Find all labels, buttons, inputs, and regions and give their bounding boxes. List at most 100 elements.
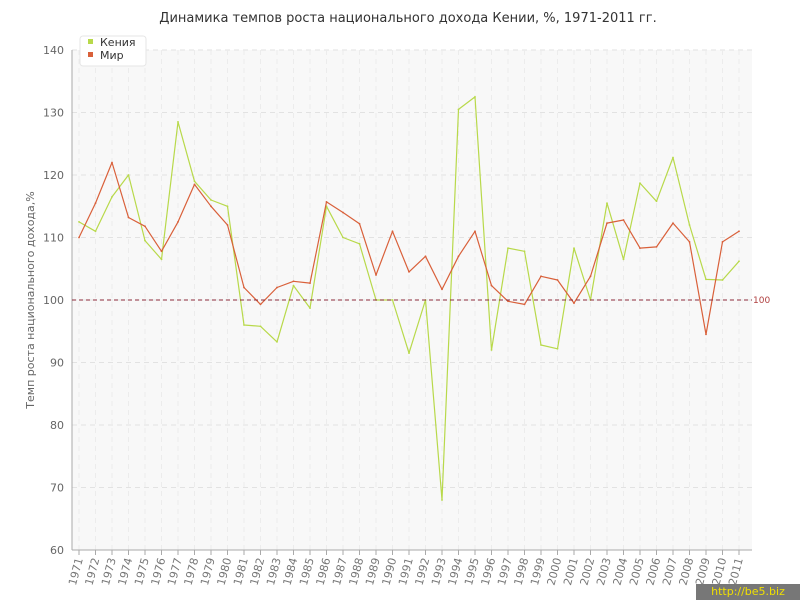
data-point-world-1987 xyxy=(342,211,344,214)
legend-box xyxy=(79,35,147,67)
data-point-world-1974 xyxy=(127,216,130,219)
data-point-world-2003 xyxy=(606,222,608,225)
data-point-kenya-1979 xyxy=(210,199,212,201)
y-ticks: 60 70 80 90 100 110 120 130 140 xyxy=(43,44,64,557)
data-point-world-2000 xyxy=(556,279,559,281)
data-point-world-1997 xyxy=(507,300,509,303)
data-point-kenya-2005 xyxy=(639,182,641,185)
data-point-world-1982 xyxy=(259,303,262,306)
data-point-kenya-2003 xyxy=(606,202,608,205)
data-point-kenya-1987 xyxy=(342,236,344,239)
data-point-kenya-1971 xyxy=(78,220,80,223)
data-point-world-1993 xyxy=(441,288,443,291)
y-axis-label: Темп роста национального дохода,% xyxy=(24,191,37,409)
data-point-kenya-1993 xyxy=(441,499,443,501)
data-point-kenya-1973 xyxy=(111,195,113,198)
data-point-kenya-2007 xyxy=(672,156,674,159)
y-tick-label-90: 90 xyxy=(50,357,64,370)
data-point-world-2002 xyxy=(589,275,592,278)
data-point-world-1984 xyxy=(292,280,295,283)
data-point-kenya-2000 xyxy=(556,347,559,350)
data-point-kenya-1984 xyxy=(292,284,295,287)
data-point-world-1989 xyxy=(375,274,377,276)
data-point-kenya-1996 xyxy=(490,349,493,351)
data-point-world-1985 xyxy=(309,282,311,285)
data-point-world-2009 xyxy=(705,333,707,336)
data-point-world-2004 xyxy=(622,219,625,221)
grid xyxy=(72,49,752,550)
data-point-world-1983 xyxy=(276,286,278,289)
data-point-kenya-1983 xyxy=(276,340,278,343)
data-point-kenya-1982 xyxy=(259,325,262,328)
data-point-world-1995 xyxy=(474,230,476,233)
data-point-world-1992 xyxy=(424,255,427,258)
data-point-kenya-1977 xyxy=(177,120,179,123)
data-point-kenya-1975 xyxy=(144,239,146,242)
data-point-world-1996 xyxy=(490,284,493,287)
data-point-kenya-1999 xyxy=(540,344,542,346)
data-point-world-2005 xyxy=(639,247,641,250)
data-point-kenya-1978 xyxy=(193,180,196,183)
legend-label-world: Мир xyxy=(100,49,124,62)
data-point-world-1979 xyxy=(210,205,212,208)
y-tick-label-110: 110 xyxy=(43,232,64,245)
data-point-world-1981 xyxy=(243,286,245,289)
y-tick-label-130: 130 xyxy=(43,107,64,120)
legend-label-kenya: Кения xyxy=(100,36,136,49)
data-point-world-2011 xyxy=(738,230,740,233)
data-point-world-1976 xyxy=(160,250,163,253)
data-point-world-1978 xyxy=(193,183,196,186)
data-point-kenya-1995 xyxy=(474,95,476,98)
legend-swatch-world xyxy=(88,52,93,57)
data-point-world-1994 xyxy=(457,255,460,258)
y-tick-label-120: 120 xyxy=(43,169,64,182)
data-point-kenya-1998 xyxy=(523,250,526,253)
data-point-kenya-2006 xyxy=(655,200,658,203)
data-point-kenya-2001 xyxy=(573,247,575,250)
y-tick-label-140: 140 xyxy=(43,44,64,57)
data-point-world-1977 xyxy=(177,220,179,223)
data-point-world-1988 xyxy=(358,222,361,225)
data-point-world-2001 xyxy=(573,302,575,305)
data-point-world-1998 xyxy=(523,303,526,306)
data-point-world-2006 xyxy=(655,245,658,248)
chart-title: Динамика темпов роста национального дохо… xyxy=(159,11,656,26)
data-point-world-1972 xyxy=(94,202,97,205)
data-point-world-1975 xyxy=(144,225,146,228)
data-point-world-2010 xyxy=(721,240,724,243)
reference-line-label: 100 xyxy=(753,296,770,306)
watermark[interactable]: http://be5.biz xyxy=(696,584,800,600)
legend-swatch-kenya xyxy=(88,39,93,44)
data-point-kenya-2009 xyxy=(705,278,707,281)
data-point-kenya-2008 xyxy=(688,224,691,226)
data-point-world-2008 xyxy=(688,240,691,243)
data-point-kenya-1990 xyxy=(391,299,394,301)
data-point-world-1990 xyxy=(391,230,394,233)
data-point-kenya-2011 xyxy=(738,260,740,263)
data-point-world-1986 xyxy=(325,200,328,203)
data-point-world-1973 xyxy=(111,161,113,164)
data-point-kenya-2010 xyxy=(721,279,724,281)
data-point-kenya-1997 xyxy=(507,247,509,250)
data-point-kenya-1972 xyxy=(94,230,97,233)
data-point-kenya-1988 xyxy=(358,242,361,245)
data-point-kenya-2004 xyxy=(622,258,625,261)
data-point-world-1991 xyxy=(408,270,410,273)
y-tick-label-60: 60 xyxy=(50,544,64,557)
data-point-kenya-1985 xyxy=(309,307,311,310)
data-point-kenya-1991 xyxy=(408,352,410,355)
data-point-kenya-1994 xyxy=(457,108,460,111)
y-tick-label-100: 100 xyxy=(43,294,64,307)
reference-line-group: 100 xyxy=(72,296,770,306)
data-point-world-1999 xyxy=(540,275,542,278)
y-tick-label-80: 80 xyxy=(50,419,64,432)
data-point-world-1971 xyxy=(78,236,80,239)
y-tick-label-70: 70 xyxy=(50,482,64,495)
data-point-kenya-1981 xyxy=(243,324,245,326)
x-ticks: 1971197219731974197519761977197819791980… xyxy=(66,550,746,587)
data-point-kenya-1974 xyxy=(127,174,130,176)
data-point-world-1980 xyxy=(226,224,229,226)
legend: Кения Мир xyxy=(79,35,147,67)
data-point-kenya-1980 xyxy=(226,205,229,208)
